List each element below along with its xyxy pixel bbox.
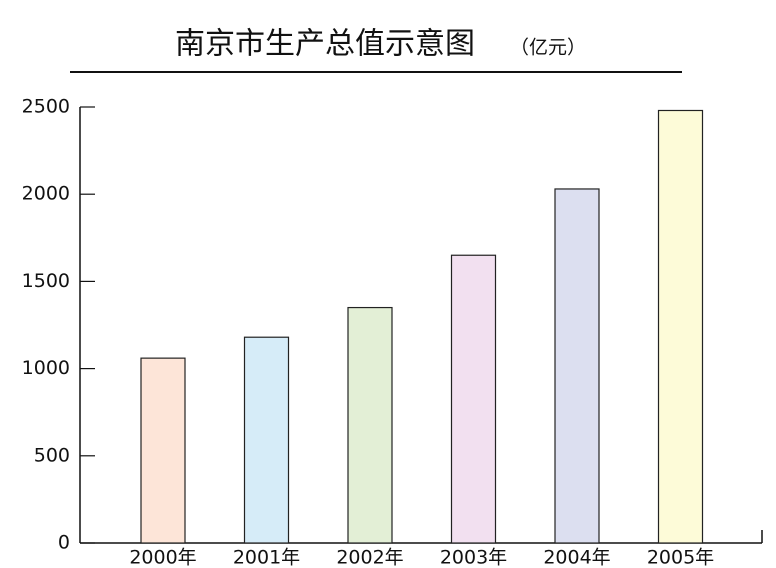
x-tick-label: 2005年	[647, 547, 714, 568]
bar	[554, 188, 600, 544]
bar	[347, 306, 393, 544]
x-tick-label: 2001年	[233, 547, 300, 568]
x-tick-label: 2000年	[129, 547, 196, 568]
x-tick-label: 2002年	[336, 547, 403, 568]
x-tick-label: 2003年	[440, 547, 507, 568]
bar	[450, 254, 497, 544]
y-tick-label: 0	[58, 532, 70, 554]
x-tick-label: 2004年	[543, 547, 610, 568]
bar	[243, 336, 290, 544]
y-tick-label: 2000	[22, 183, 70, 205]
y-tick-label: 500	[34, 444, 70, 466]
y-tick-label: 1500	[22, 270, 70, 292]
y-tick-label: 2500	[22, 96, 70, 118]
y-tick-label: 1000	[22, 357, 70, 379]
chart-subtitle: （亿元）	[510, 37, 586, 59]
bar	[140, 357, 186, 544]
bar	[657, 109, 704, 544]
chart-title: 南京市生产总值示意图	[175, 27, 475, 62]
